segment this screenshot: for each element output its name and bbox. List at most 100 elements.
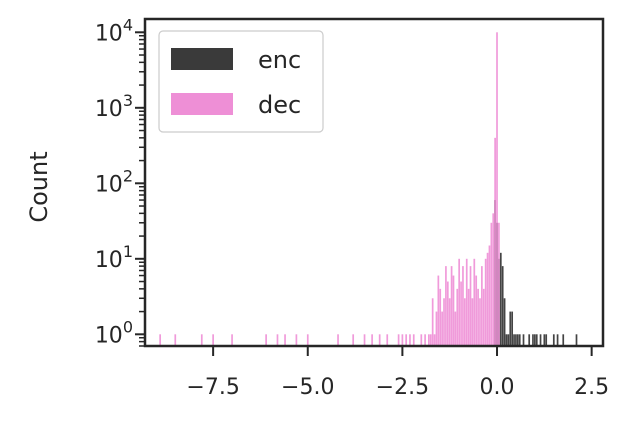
bar-dec-26 [433, 334, 436, 346]
bar-dec-57 [492, 213, 495, 346]
legend-label-dec: dec [258, 91, 301, 119]
bar-dec-6 [276, 334, 279, 346]
bar-dec-17 [401, 334, 404, 346]
bar-enc-23 [556, 334, 559, 346]
bar-enc-18 [535, 334, 538, 346]
bar-dec-56 [490, 222, 493, 346]
bar-dec-52 [482, 288, 485, 346]
bar-enc-19 [539, 334, 542, 346]
bar-dec-16 [397, 334, 400, 346]
bar-dec-22 [424, 334, 426, 346]
bar-enc-9 [511, 311, 514, 346]
bar-enc-16 [532, 334, 534, 346]
bar-dec-10 [337, 334, 339, 346]
bar-enc-17 [534, 334, 536, 346]
bar-dec-24 [429, 334, 432, 346]
bar-dec-12 [363, 334, 366, 346]
bars-layer [159, 32, 578, 347]
legend-label-enc: enc [258, 46, 301, 74]
y-tick-label-2: 102 [95, 166, 133, 197]
bar-dec-21 [420, 334, 423, 346]
bar-dec-2 [200, 334, 203, 346]
bar-enc-12 [516, 334, 519, 346]
bar-enc-14 [522, 334, 525, 346]
y-tick-label-1: 101 [95, 242, 133, 273]
bar-dec-0 [159, 334, 161, 346]
bar-enc-4 [501, 266, 504, 346]
bar-dec-18 [405, 334, 408, 346]
bar-dec-13 [371, 334, 373, 346]
bar-enc-11 [515, 334, 517, 346]
bar-dec-8 [295, 334, 298, 346]
bar-dec-58 [494, 137, 496, 346]
bar-dec-27 [435, 311, 438, 346]
bar-enc-13 [518, 334, 521, 346]
y-axis-label: Count [25, 151, 53, 222]
bar-enc-25 [575, 334, 578, 346]
y-tick-label-4: 104 [95, 15, 133, 46]
bar-enc-24 [562, 334, 565, 346]
bar-dec-1 [174, 334, 177, 346]
bar-dec-46 [471, 298, 474, 346]
bar-dec-19 [409, 334, 411, 346]
bar-dec-7 [284, 334, 286, 346]
bar-dec-14 [378, 334, 381, 346]
bar-dec-60 [498, 222, 500, 346]
bar-dec-41 [462, 266, 464, 346]
bar-dec-54 [486, 252, 489, 346]
x-tick-label-2: −2.5 [376, 375, 429, 400]
bar-dec-51 [481, 266, 483, 346]
bar-dec-35 [450, 266, 453, 346]
bar-dec-55 [488, 245, 491, 346]
bar-dec-40 [460, 281, 462, 346]
bar-dec-44 [467, 288, 470, 346]
bar-dec-47 [473, 258, 476, 346]
bar-dec-39 [458, 258, 461, 346]
bar-enc-22 [552, 334, 555, 346]
bar-dec-34 [448, 298, 451, 346]
bar-enc-15 [528, 334, 531, 346]
legend: enc dec [158, 30, 324, 133]
bar-dec-4 [231, 334, 233, 346]
bar-dec-29 [439, 288, 442, 346]
bar-dec-50 [479, 298, 481, 346]
bar-dec-42 [463, 298, 466, 346]
bar-dec-23 [428, 334, 430, 346]
bar-enc-7 [507, 334, 510, 346]
bar-enc-21 [545, 334, 548, 346]
bar-enc-5 [503, 298, 506, 346]
bar-dec-53 [484, 258, 487, 346]
bar-enc-10 [513, 334, 515, 346]
bar-dec-11 [352, 334, 355, 346]
axes-layer: −7.5 −5.0 −2.5 0.0 2.5 100 101 102 103 104 [95, 15, 609, 400]
legend-swatch-enc [171, 48, 233, 70]
bar-dec-9 [306, 334, 309, 346]
bar-enc-3 [499, 252, 502, 346]
bar-dec-5 [265, 334, 267, 346]
x-tick-label-4: 2.5 [574, 375, 609, 400]
bar-dec-59 [496, 32, 498, 347]
bar-dec-38 [456, 288, 459, 346]
bar-enc-6 [505, 334, 508, 346]
bar-enc-20 [543, 334, 546, 346]
bar-dec-49 [477, 288, 479, 346]
bar-dec-36 [452, 275, 455, 346]
legend-swatch-dec [171, 93, 233, 115]
x-tick-label-1: −5.0 [281, 375, 334, 400]
bar-enc-8 [509, 311, 512, 346]
x-tick-label-3: 0.0 [480, 375, 515, 400]
bar-dec-33 [446, 281, 449, 346]
bar-dec-15 [386, 334, 389, 346]
bar-dec-31 [443, 298, 445, 346]
bar-dec-32 [445, 266, 447, 346]
bar-dec-30 [441, 311, 443, 346]
bar-dec-3 [212, 334, 214, 346]
bar-dec-25 [431, 298, 434, 346]
y-tick-label-0: 100 [95, 317, 133, 348]
bar-dec-20 [412, 334, 415, 346]
bar-dec-48 [475, 275, 478, 346]
bar-dec-28 [437, 275, 440, 346]
x-tick-label-0: −7.5 [186, 375, 239, 400]
